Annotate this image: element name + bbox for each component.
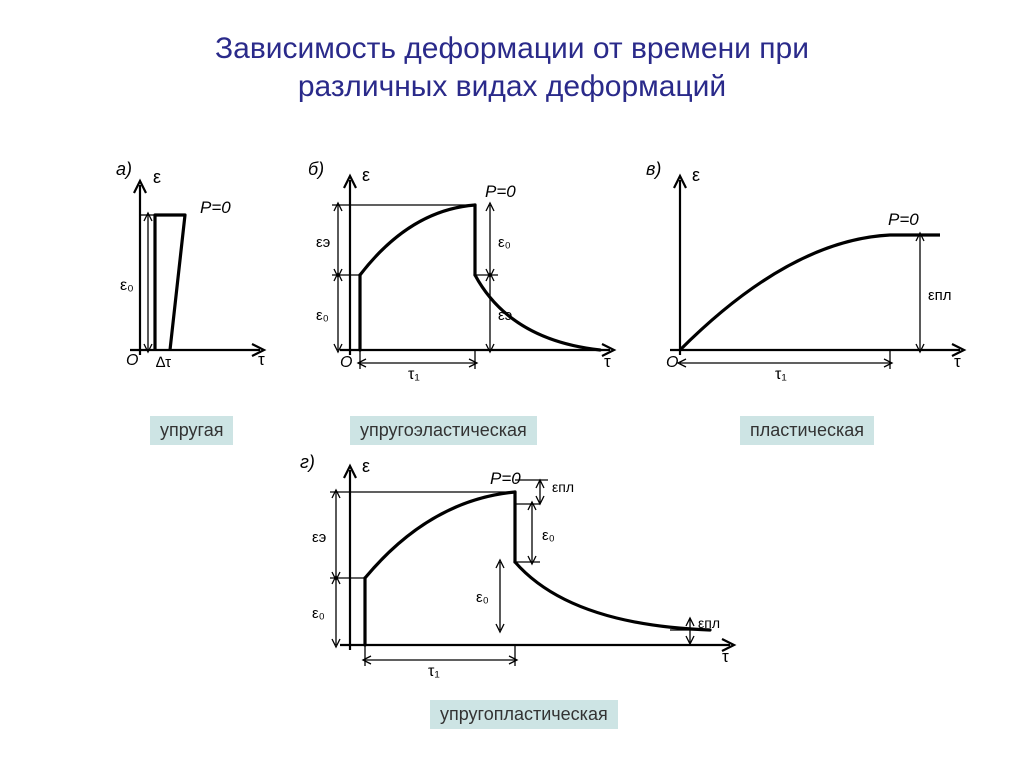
panel-v: в) ε τ О P=0 εпл τ₁ (640, 155, 970, 395)
tau1-b: τ₁ (408, 366, 420, 383)
eps0-g-l: ε₀ (312, 605, 325, 622)
axis-y-b: ε (362, 165, 370, 185)
epse-b-r: εэ (498, 307, 513, 324)
caption-b: упругоэластическая (350, 416, 537, 445)
panel-b: б) ε τ О P=0 ε₀ εэ ε₀ εэ τ₁ (300, 155, 620, 395)
epse-g-l: εэ (312, 529, 327, 546)
caption-g: упругопластическая (430, 700, 618, 729)
slide-title: Зависимость деформации от времени при ра… (0, 30, 1024, 105)
title-line2: различных видах деформаций (298, 70, 726, 103)
p0-g: P=0 (490, 469, 521, 488)
axis-y-g: ε (362, 456, 370, 476)
p0-v: P=0 (888, 210, 919, 229)
axis-y-v: ε (692, 165, 700, 185)
tau1-v: τ₁ (775, 366, 787, 383)
eps0-g-r: ε₀ (542, 527, 555, 544)
panel-v-letter: в) (646, 159, 661, 179)
eps0-b-l: ε₀ (316, 307, 329, 324)
origin-a: О (126, 352, 138, 369)
panel-a-letter: а) (116, 159, 132, 179)
epspl-v: εпл (928, 287, 952, 304)
eps0-a: ε₀ (120, 277, 134, 294)
panel-g: г) ε τ P=0 ε₀ εэ εпл ε₀ ε₀ εпл τ₁ (290, 450, 740, 690)
axis-x-a: τ (258, 350, 265, 369)
dtau-a: ∆τ (156, 354, 171, 371)
eps0-g-r2: ε₀ (476, 589, 489, 606)
caption-v: пластическая (740, 416, 874, 445)
axis-x-g: τ (722, 647, 729, 666)
caption-a: упругая (150, 416, 233, 445)
epspl-g-t: εпл (552, 479, 574, 495)
axis-x-v: τ (954, 352, 961, 371)
origin-b: О (340, 354, 352, 371)
panel-a: а) ε τ О P=0 ε₀ ∆τ (100, 155, 270, 395)
panel-g-letter: г) (300, 452, 315, 472)
title-line1: Зависимость деформации от времени при (215, 32, 809, 65)
p0-b: P=0 (485, 182, 516, 201)
axis-x-b: τ (604, 352, 611, 371)
p0-a: P=0 (200, 198, 231, 217)
epse-b-l: εэ (316, 234, 331, 251)
axis-y-a: ε (153, 167, 161, 187)
tau1-g: τ₁ (428, 663, 440, 680)
epspl-g-b: εпл (698, 615, 720, 631)
eps0-b-r: ε₀ (498, 234, 511, 251)
origin-v: О (666, 354, 678, 371)
panel-b-letter: б) (308, 159, 324, 179)
